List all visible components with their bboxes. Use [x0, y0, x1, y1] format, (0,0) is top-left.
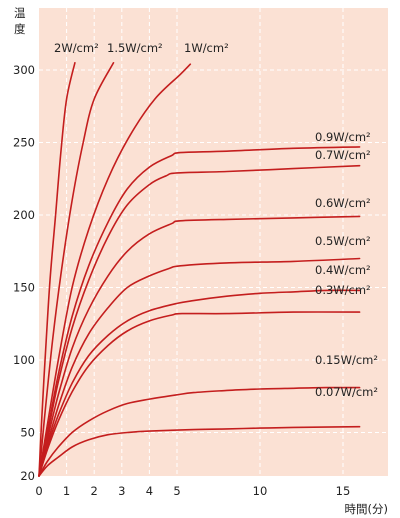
plot-area: [39, 8, 388, 476]
series-label: 0.07W/cm²: [315, 385, 378, 399]
series-line-6: [38, 257, 361, 477]
y-tick-label: 150: [13, 281, 35, 295]
series-label: 0.3W/cm²: [315, 283, 371, 297]
series-line-8: [38, 311, 361, 477]
series-label: 1W/cm²: [184, 41, 229, 55]
x-tick-label: 10: [253, 484, 268, 498]
series-label: 0.15W/cm²: [315, 353, 378, 367]
x-axis-title: 時間(分): [345, 502, 388, 516]
series-label: 2W/cm²: [54, 41, 99, 55]
x-axis-ticks: 0 1 2 3 4 5 10 15: [35, 484, 350, 498]
x-tick-label: 0: [35, 484, 42, 498]
series-labels: 2W/cm² 1.5W/cm² 1W/cm² 0.9W/cm² 0.7W/cm² 0.6W…: [54, 41, 378, 399]
grid: [39, 8, 388, 476]
x-tick-label: 5: [173, 484, 180, 498]
y-tick-label: 100: [13, 353, 35, 367]
series-line-10: [38, 425, 361, 477]
series-label: 0.9W/cm²: [315, 130, 371, 144]
y-tick-label: 300: [13, 63, 35, 77]
series-line-5: [38, 215, 361, 477]
x-tick-label: 15: [336, 484, 351, 498]
x-tick-label: 2: [91, 484, 98, 498]
y-axis-ticks: 20 50 100 150 200 250 300: [13, 63, 35, 483]
x-tick-label: 1: [63, 484, 70, 498]
series-label: 0.5W/cm²: [315, 234, 371, 248]
y-axis-title: 温: [14, 6, 26, 20]
series-line-9: [38, 386, 361, 477]
y-tick-label: 250: [13, 136, 35, 150]
series-line-7: [38, 289, 361, 477]
y-tick-label: 50: [20, 426, 35, 440]
series-line-2: [38, 63, 192, 477]
series-line-4: [38, 164, 361, 477]
curves: [38, 62, 361, 477]
y-tick-label: 20: [20, 469, 35, 483]
x-tick-label: 3: [118, 484, 125, 498]
y-axis-title-part: 度: [14, 22, 26, 36]
series-line-1: [38, 62, 115, 477]
series-label: 0.4W/cm²: [315, 263, 371, 277]
series-label: 0.6W/cm²: [315, 196, 371, 210]
series-label: 0.7W/cm²: [315, 148, 371, 162]
series-line-0: [38, 62, 76, 477]
series-label: 1.5W/cm²: [107, 41, 163, 55]
y-tick-label: 200: [13, 208, 35, 222]
series-line-3: [38, 146, 361, 477]
x-tick-label: 4: [146, 484, 153, 498]
